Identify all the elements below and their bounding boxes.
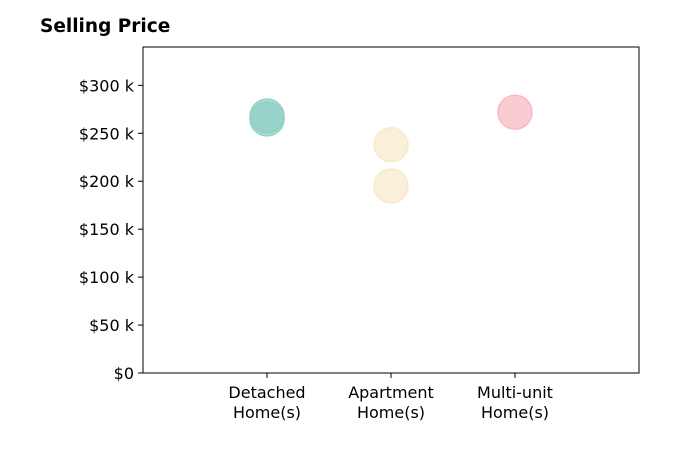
data-point (497, 94, 533, 130)
plot-frame (142, 46, 640, 374)
y-tick-label: $300 k (79, 76, 135, 95)
y-tick-label: $50 k (89, 316, 135, 335)
data-point (249, 101, 285, 137)
y-tick-label: $200 k (79, 172, 135, 191)
data-point (373, 168, 409, 204)
y-tick-label: $250 k (79, 124, 135, 143)
data-point (373, 127, 409, 163)
x-tick-label-line: Home(s) (233, 403, 301, 422)
x-tick-label-line: Multi-unit (477, 383, 553, 402)
x-tick-label-line: Detached (228, 383, 305, 402)
y-tick-label: $150 k (79, 220, 135, 239)
x-tick-label-line: Home(s) (481, 403, 549, 422)
y-tick-label: $100 k (79, 268, 135, 287)
x-tick-label-line: Apartment (348, 383, 434, 402)
x-tick-label: Apartment Home(s) (348, 383, 434, 422)
x-tick-label-line: Home(s) (357, 403, 425, 422)
x-tick-label: Detached Home(s) (228, 383, 305, 422)
y-tick-label: $0 (114, 364, 134, 383)
chart-title: Selling Price (40, 16, 171, 37)
x-tick-label: Multi-unit Home(s) (477, 383, 553, 422)
